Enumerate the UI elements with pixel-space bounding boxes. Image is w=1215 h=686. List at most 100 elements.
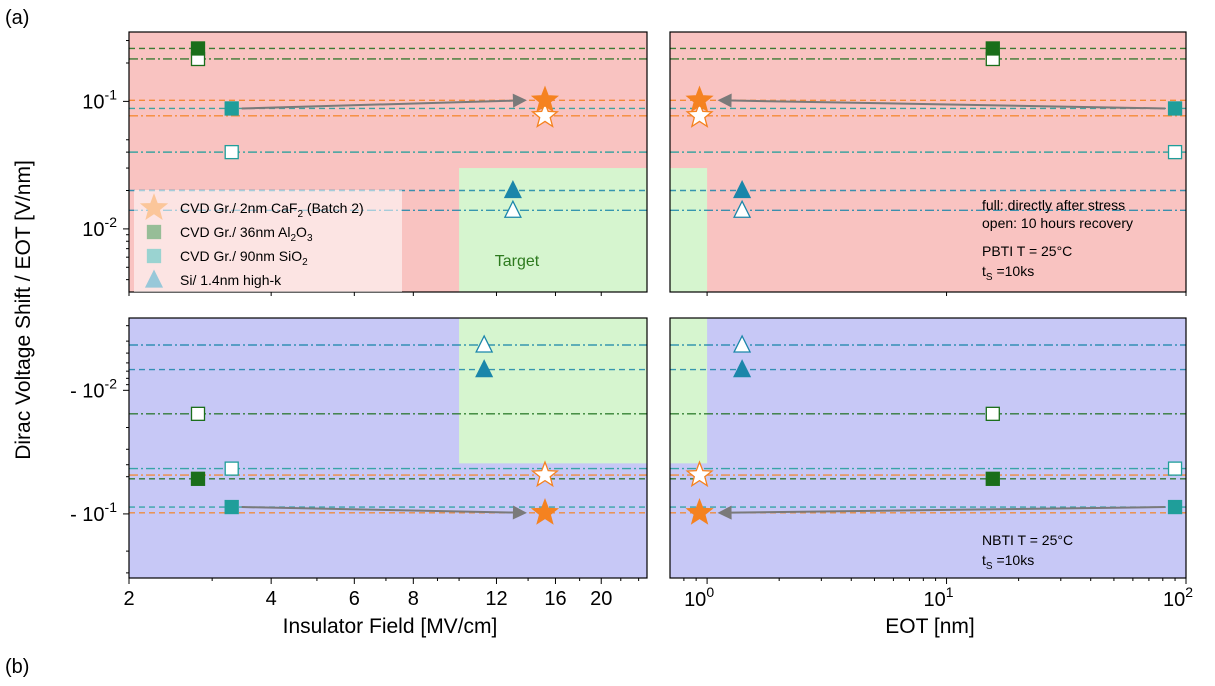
tick-exponent: 0: [706, 584, 714, 600]
ts-val: =10ks: [993, 552, 1035, 568]
legend-text-part: (Batch 2): [303, 200, 364, 216]
x-axis-label-right: EOT [nm]: [885, 615, 974, 638]
arrow-bottom-right-head: [717, 505, 732, 520]
x-tick-label-left-20: 20: [590, 588, 612, 610]
marker-nbti-left-stress-3: [475, 359, 494, 378]
legend-label-1: CVD Gr./ 36nm Al2O3: [180, 224, 313, 244]
tick-base: 10: [82, 219, 104, 241]
tick-base: 10: [684, 589, 706, 611]
marker-pbti-left-stress-1: [190, 41, 206, 56]
legend-text-part: O: [296, 224, 307, 240]
legend-text-part: 2: [302, 257, 308, 268]
target-region-bottom-left: [459, 318, 647, 464]
arrow-top-left-head: [512, 93, 527, 108]
marker-nbti-left-stress-1: [190, 471, 206, 486]
arrow-top-left-shaft: [241, 99, 513, 110]
tick-exponent: -2: [105, 375, 118, 391]
arrow-bottom-right-shaft: [731, 506, 1166, 514]
legend-text-part: CVD Gr./ 2nm CaF: [180, 200, 297, 216]
annotation-pbti-ts: tS =10ks: [982, 263, 1034, 283]
marker-pbti-right-stress-2: [1167, 101, 1183, 116]
marker-nbti-right-stress-0: [685, 497, 714, 525]
target-label: Target: [495, 253, 540, 270]
legend-label-3: Si/ 1.4nm high-k: [180, 272, 282, 288]
ts-sub: S: [986, 561, 993, 572]
marker-pbti-left-stress-2: [224, 101, 239, 116]
axes-frame-bottom-right: [669, 317, 1187, 579]
tick-exponent: -1: [105, 499, 118, 515]
x-tick-label-left-12: 12: [485, 588, 507, 610]
marker-pbti-left-recovery-3: [503, 199, 522, 218]
annotation-nbti-ts: tS =10ks: [982, 552, 1034, 572]
target-region-top-right: [670, 168, 708, 292]
marker-pbti-right-stress-0: [685, 85, 714, 113]
marker-nbti-right-recovery-2: [1167, 461, 1183, 476]
y-tick-label-bottom-1: - 10-1: [70, 499, 117, 526]
x-tick-label-right-0: 100: [684, 584, 714, 611]
ts-val: =10ks: [993, 263, 1035, 279]
y-tick-label-top-1: 10-2: [82, 214, 117, 241]
arrow-top-right-head: [717, 93, 732, 108]
marker-nbti-left-recovery-2: [224, 461, 239, 476]
marker-pbti-right-stress-3: [733, 180, 752, 199]
x-axis-label-left: Insulator Field [MV/cm]: [283, 615, 498, 638]
marker-nbti-right-recovery-1: [985, 406, 1000, 421]
tick-exponent: -1: [105, 86, 118, 102]
marker-nbti-left-recovery-1: [190, 406, 206, 421]
x-tick-label-right-2: 102: [1163, 584, 1193, 611]
marker-nbti-right-stress-1: [985, 471, 1000, 486]
tick-base: - 10: [70, 380, 104, 402]
marker-pbti-left-recovery-0: [530, 101, 560, 128]
legend-text-part: CVD Gr./ 36nm Al: [180, 224, 290, 240]
panel-label-a: (a): [5, 7, 29, 29]
annotation-full: full: directly after stress: [982, 197, 1125, 213]
legend-text-part: 3: [307, 233, 313, 244]
x-tick-label-left-16: 16: [544, 588, 566, 610]
ts-t: t: [982, 552, 986, 568]
legend-label-2: CVD Gr./ 90nm SiO2: [180, 248, 308, 268]
marker-nbti-left-stress-2: [224, 499, 239, 515]
tick-exponent: 1: [946, 584, 954, 600]
plot-bg-top-right: [670, 32, 1186, 292]
marker-pbti-right-recovery-3: [733, 199, 752, 218]
ts-t: t: [982, 263, 986, 279]
plot-bg-bottom-right: [670, 318, 1186, 578]
y-axis-label: Dirac Voltage Shift / EOT [V/nm]: [12, 160, 35, 460]
tick-base: 10: [1163, 589, 1185, 611]
marker-pbti-right-stress-1: [985, 41, 1000, 56]
target-region-bottom-right: [670, 318, 708, 464]
annotation-open: open: 10 hours recovery: [982, 215, 1133, 231]
x-tick-label-left-8: 8: [408, 588, 419, 610]
arrow-bottom-left-head: [512, 505, 527, 520]
arrow-top-right-shaft: [731, 99, 1166, 110]
legend-text-part: Si/ 1.4nm high-k: [180, 272, 282, 288]
marker-nbti-right-stress-3: [733, 359, 752, 378]
marker-nbti-left-recovery-3: [475, 334, 494, 353]
tick-base: 10: [82, 91, 104, 113]
ts-sub: S: [986, 272, 993, 283]
legend-box: [134, 190, 402, 292]
marker-nbti-right-stress-2: [1167, 499, 1183, 515]
axes-frame-top-right: [669, 31, 1187, 293]
annotation-nbti: NBTI T = 25°C: [982, 532, 1073, 548]
y-tick-label-bottom-0: - 10-2: [70, 375, 117, 402]
marker-nbti-right-recovery-3: [733, 334, 752, 353]
legend-text-part: 2: [290, 233, 296, 244]
legend-label-0: CVD Gr./ 2nm CaF2 (Batch 2): [180, 200, 364, 220]
x-tick-label-left-4: 4: [266, 588, 277, 610]
y-tick-label-top-0: 10-1: [82, 86, 117, 113]
annotation-pbti: PBTI T = 25°C: [982, 243, 1072, 259]
marker-pbti-right-recovery-2: [1167, 144, 1183, 160]
axes-frame-bottom-left: [128, 317, 648, 579]
marker-pbti-left-stress-0: [530, 85, 560, 113]
x-tick-label-right-1: 101: [924, 584, 954, 611]
marker-pbti-right-recovery-0: [685, 101, 714, 128]
marker-nbti-right-recovery-0: [685, 460, 714, 488]
tick-base: 10: [924, 589, 946, 611]
tick-base: - 10: [70, 504, 104, 526]
target-region-top-left: [459, 168, 647, 292]
panel-label-b: (b): [5, 656, 29, 678]
marker-pbti-left-recovery-2: [224, 144, 239, 160]
x-tick-label-left-2: 2: [123, 588, 134, 610]
